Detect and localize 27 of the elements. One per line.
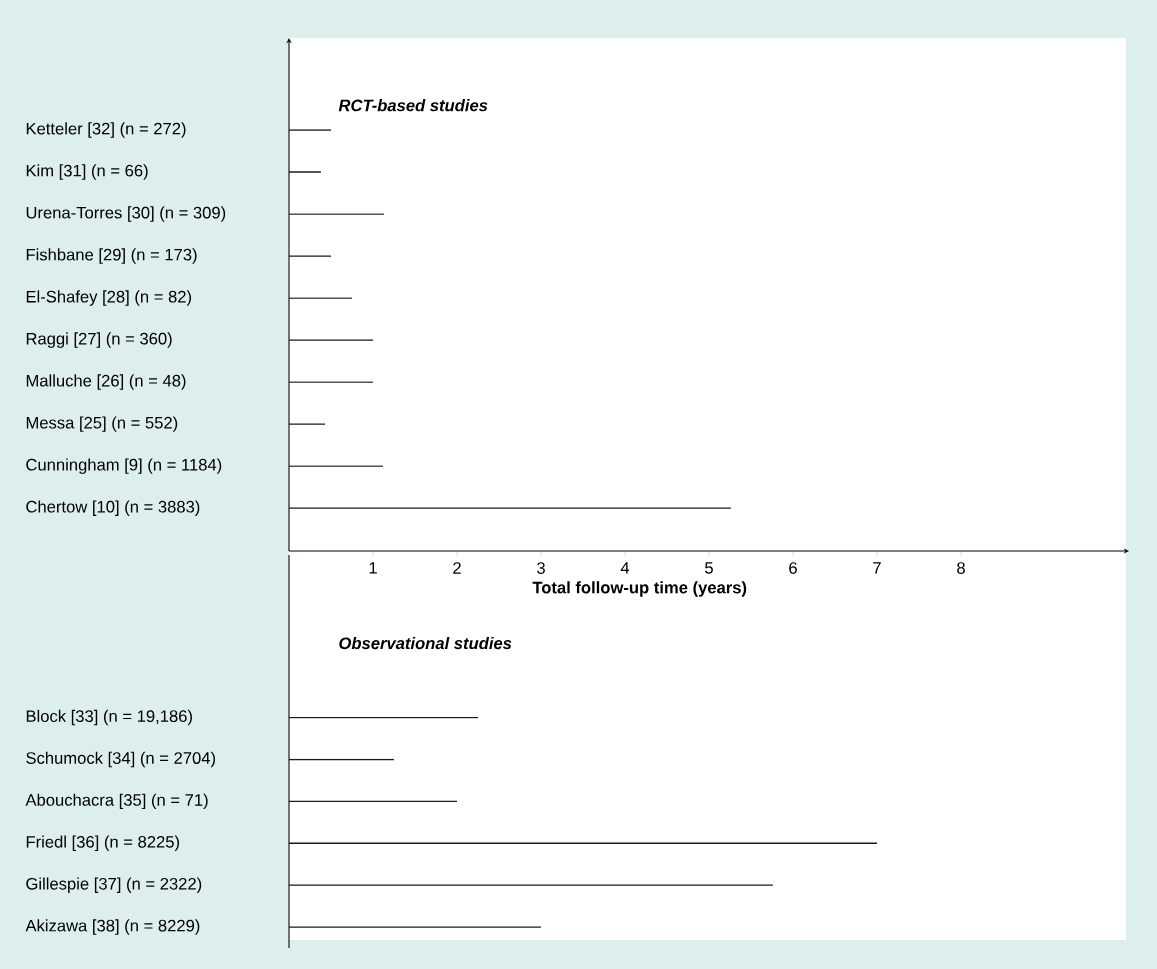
y-tick-label: Schumock [34] (n = 2704) [26,751,216,768]
x-tick-label: 5 [705,562,713,574]
y-tick-label: Gillespie [37] (n = 2322) [26,877,202,893]
y-tick-label: Ketteler [32] (n = 272) [26,122,186,138]
y-tick-label: Abouchacra [35] (n = 71) [25,793,208,810]
y-tick-label: El-Shafey [28] (n = 82) [26,290,192,306]
y-tick-label: Messa [25] (n = 552) [26,416,178,432]
x-tick-label: 6 [789,562,797,574]
x-tick-label: 8 [957,562,965,574]
y-tick-label: Block [33] (n = 19,186) [26,709,192,726]
y-tick-label: Malluche [26] (n = 48) [26,374,186,390]
y-tick-label: Cunningham [9] (n = 1184) [26,458,222,474]
x-axis-title: Total follow-up time (years) [532,581,747,597]
chart-title: Observational studies [339,636,512,650]
x-tick-label: 4 [620,562,630,574]
y-tick-label: Friedl [36] (n = 8225) [26,835,180,851]
x-tick-label: 2 [453,562,461,574]
y-tick-label: Urena-Torres [30] (n = 309) [26,206,226,222]
y-tick-label: Raggi [27] (n = 360) [26,332,172,348]
y-tick-label: Fishbane [29] (n = 173) [26,248,197,264]
y-tick-label: Chertow [10] (n = 3883) [26,500,200,516]
x-tick-label: 1 [369,562,377,574]
x-tick-label: 3 [537,562,545,574]
chart-title: RCT-based studies [338,99,488,112]
y-tick-label: Kim [31] (n = 66) [26,164,148,180]
x-tick-label: 7 [873,562,881,574]
y-tick-label: Akizawa [38] (n = 8229) [25,919,200,935]
